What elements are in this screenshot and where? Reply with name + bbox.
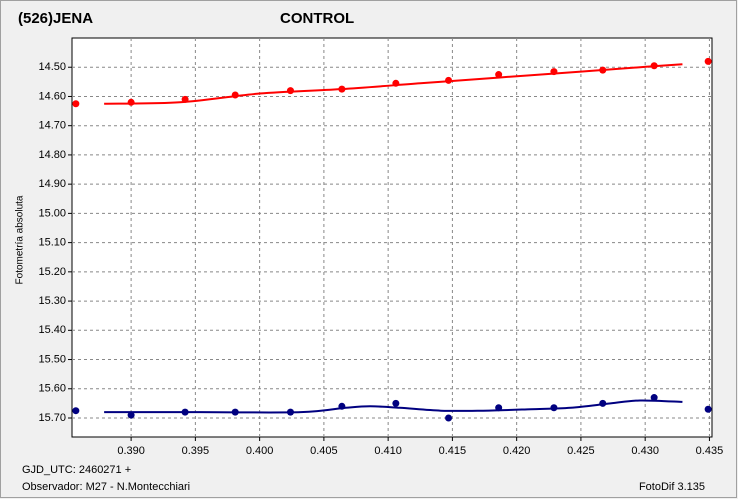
data-point (286, 408, 294, 416)
data-point (72, 407, 80, 415)
footer-gjd: GJD_UTC: 2460271 + (22, 464, 131, 476)
y-tick-label: 15.20 (38, 266, 66, 278)
plot-area (71, 37, 713, 438)
data-point (704, 405, 712, 413)
data-point (445, 76, 453, 84)
y-tick-label: 14.50 (38, 61, 66, 73)
y-axis-label: Fotometría absoluta (15, 195, 26, 284)
data-point (392, 399, 400, 407)
data-point (495, 404, 503, 412)
y-tick-label: 15.70 (38, 412, 66, 424)
y-tick-label: 15.60 (38, 383, 66, 395)
data-point (704, 57, 712, 65)
data-point (338, 85, 346, 93)
data-point (650, 394, 658, 402)
y-tick-label: 15.30 (38, 295, 66, 307)
footer-software: FotoDif 3.135 (639, 481, 705, 493)
y-tick-label: 14.90 (38, 178, 66, 190)
y-tick-label: 15.50 (38, 353, 66, 365)
x-tick-label: 0.390 (117, 445, 145, 457)
fit-line (104, 399, 683, 414)
x-tick-label: 0.400 (246, 445, 274, 457)
y-tick-label: 14.60 (38, 90, 66, 102)
y-tick-label: 15.40 (38, 324, 66, 336)
y-tick-label: 15.10 (38, 237, 66, 249)
data-point (599, 66, 607, 74)
data-point (392, 79, 400, 87)
data-point (181, 95, 189, 103)
series-title: (526)JENA (18, 10, 93, 27)
data-point (550, 404, 558, 412)
x-tick-label: 0.405 (310, 445, 338, 457)
fit-line (104, 63, 683, 105)
x-tick-label: 0.420 (503, 445, 531, 457)
footer-observer: Observador: M27 - N.Montecchiari (22, 481, 190, 493)
data-point (445, 414, 453, 422)
y-tick-label: 14.70 (38, 120, 66, 132)
data-point (599, 399, 607, 407)
data-point (650, 62, 658, 70)
data-point (231, 91, 239, 99)
x-tick-label: 0.435 (696, 445, 724, 457)
data-point (127, 411, 135, 419)
series-title: CONTROL (280, 10, 354, 27)
data-point (495, 71, 503, 79)
data-point (550, 68, 558, 76)
x-tick-label: 0.410 (374, 445, 402, 457)
x-tick-label: 0.430 (631, 445, 659, 457)
x-tick-label: 0.425 (567, 445, 595, 457)
data-point (231, 408, 239, 416)
x-tick-label: 0.415 (439, 445, 467, 457)
y-tick-label: 14.80 (38, 149, 66, 161)
data-point (127, 98, 135, 106)
x-tick-label: 0.395 (182, 445, 210, 457)
data-point (286, 87, 294, 95)
data-point (72, 100, 80, 108)
data-point (181, 408, 189, 416)
data-point (338, 402, 346, 410)
y-tick-label: 15.00 (38, 207, 66, 219)
